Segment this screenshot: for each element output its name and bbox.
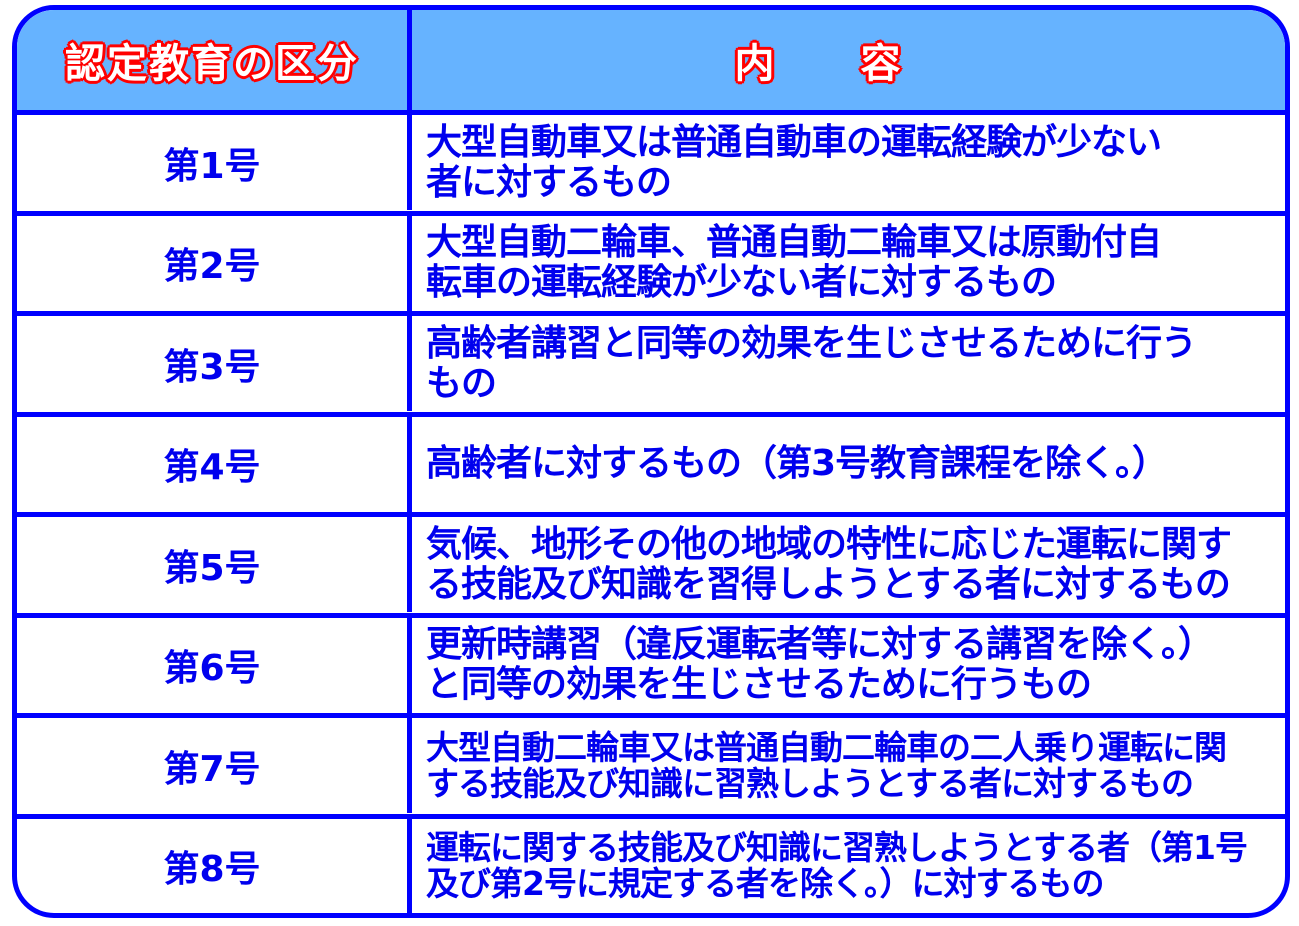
header-category-cell: 認定教育の区分 <box>17 10 412 110</box>
category-cell: 第8号 <box>17 818 412 913</box>
category-cell: 第2号 <box>17 215 412 311</box>
category-number: 第4号 <box>163 447 261 488</box>
category-cell: 第6号 <box>17 617 412 713</box>
content-cell: 大型自動車又は普通自動車の運転経験が少ない 者に対するもの <box>412 115 1285 210</box>
content-cell: 更新時講習（違反運転者等に対する講習を除く。） と同等の効果を生じさせるために行… <box>412 618 1285 713</box>
category-number: 第8号 <box>163 849 261 890</box>
content-cell: 大型自動二輪車又は普通自動二輪車の二人乗り運転に関 する技能及び知識に習熟しよう… <box>412 718 1285 813</box>
category-cell: 第5号 <box>17 517 412 612</box>
content-cell: 大型自動二輪車、普通自動二輪車又は原動付自 転車の運転経験が少ない者に対するもの <box>412 216 1285 311</box>
table-row: 第1号 大型自動車又は普通自動車の運転経験が少ない 者に対するもの <box>17 110 1285 210</box>
table-row: 第5号 気候、地形その他の地域の特性に応じた運転に関す る技能及び知識を習得しよ… <box>17 512 1285 612</box>
category-cell: 第1号 <box>17 115 412 210</box>
header-content-cell: 内 容 <box>412 10 1285 110</box>
category-cell: 第3号 <box>17 316 412 411</box>
table-row: 第6号 更新時講習（違反運転者等に対する講習を除く。） と同等の効果を生じさせる… <box>17 612 1285 713</box>
category-cell: 第7号 <box>17 718 412 813</box>
content-description: 更新時講習（違反運転者等に対する講習を除く。） と同等の効果を生じさせるために行… <box>426 624 1214 705</box>
category-number: 第3号 <box>163 346 261 388</box>
content-description: 高齢者講習と同等の効果を生じさせるために行う もの <box>426 322 1197 404</box>
table-row: 第7号 大型自動二輪車又は普通自動二輪車の二人乗り運転に関 する技能及び知識に習… <box>17 713 1285 813</box>
table-row: 第8号 運転に関する技能及び知識に習熟しようとする者（第1号 及び第2号に規定す… <box>17 813 1285 914</box>
content-cell: 高齢者に対するもの（第3号教育課程を除く。） <box>412 417 1285 512</box>
education-category-table: 認定教育の区分 内 容 第1号 大型自動車又は普通自動車の運転経験が少ない 者に… <box>12 5 1290 918</box>
content-description: 大型自動二輪車、普通自動二輪車又は原動付自 転車の運転経験が少ない者に対するもの <box>426 222 1162 303</box>
category-number: 第7号 <box>163 748 261 790</box>
content-cell: 運転に関する技能及び知識に習熟しようとする者（第1号 及び第2号に規定する者を除… <box>412 819 1285 914</box>
content-description: 運転に関する技能及び知識に習熟しようとする者（第1号 及び第2号に規定する者を除… <box>426 828 1248 903</box>
content-cell: 気候、地形その他の地域の特性に応じた運転に関す る技能及び知識を習得しようとする… <box>412 517 1285 612</box>
content-cell: 高齢者講習と同等の効果を生じさせるために行う もの <box>412 316 1285 411</box>
table-row: 第2号 大型自動二輪車、普通自動二輪車又は原動付自 転車の運転経験が少ない者に対… <box>17 210 1285 311</box>
content-description: 大型自動車又は普通自動車の運転経験が少ない 者に対するもの <box>426 121 1162 203</box>
header-category: 認定教育の区分 <box>65 41 359 87</box>
category-number: 第2号 <box>163 246 261 287</box>
content-description: 高齢者に対するもの（第3号教育課程を除く。） <box>426 443 1168 484</box>
category-number: 第5号 <box>163 547 261 589</box>
table-header: 認定教育の区分 内 容 <box>17 10 1285 110</box>
table-row: 第4号 高齢者に対するもの（第3号教育課程を除く。） <box>17 411 1285 512</box>
category-number: 第6号 <box>163 648 261 689</box>
content-description: 大型自動二輪車又は普通自動二輪車の二人乗り運転に関 する技能及び知識に習熟しよう… <box>426 727 1227 803</box>
category-cell: 第4号 <box>17 416 412 512</box>
content-description: 気候、地形その他の地域の特性に応じた運転に関す る技能及び知識を習得しようとする… <box>426 523 1232 605</box>
header-content: 内 容 <box>734 41 903 87</box>
category-number: 第1号 <box>163 145 261 187</box>
table-row: 第3号 高齢者講習と同等の効果を生じさせるために行う もの <box>17 311 1285 411</box>
